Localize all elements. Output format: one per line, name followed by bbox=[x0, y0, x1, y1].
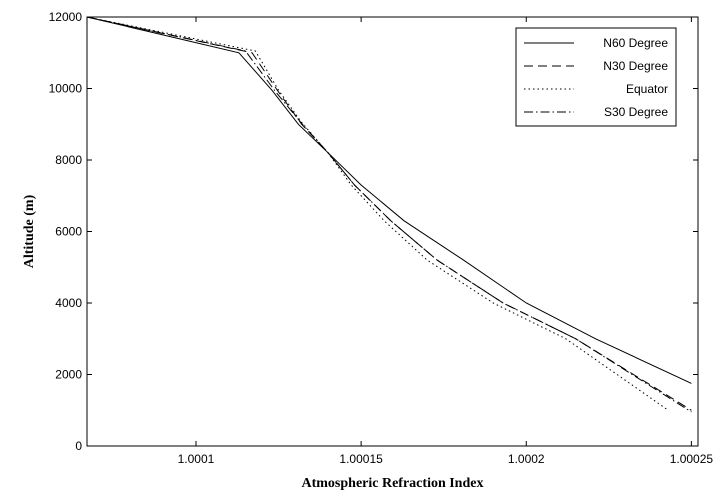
y-tick-label: 12000 bbox=[49, 10, 83, 24]
x-tick-label: 1.0001 bbox=[178, 452, 215, 466]
x-axis-label: Atmospheric Refraction Index bbox=[302, 476, 484, 491]
y-tick-label: 10000 bbox=[49, 82, 83, 96]
series-lines bbox=[86, 16, 692, 413]
series-line-0 bbox=[86, 16, 692, 384]
series-line-2 bbox=[86, 16, 669, 411]
y-axis-label: Altitude (m) bbox=[22, 194, 37, 268]
x-tick-label: 1.00015 bbox=[339, 452, 383, 466]
x-tick-label: 1.0002 bbox=[508, 452, 545, 466]
x-tick-label: 1.00025 bbox=[670, 452, 714, 466]
legend-label-0: N60 Degree bbox=[603, 36, 668, 50]
legend-box bbox=[515, 27, 677, 127]
y-tick-label: 4000 bbox=[55, 296, 82, 310]
y-tick-label: 0 bbox=[75, 439, 82, 453]
y-tick-label: 8000 bbox=[55, 153, 82, 167]
legend-label-3: S30 Degree bbox=[604, 105, 668, 119]
series-line-3 bbox=[86, 16, 692, 413]
legend: N60 Degree N30 Degree Equator S30 Degree bbox=[515, 27, 677, 127]
y-tick-label: 2000 bbox=[55, 368, 82, 382]
ticks: 1.0001 1.00015 1.0002 1.00025 0 2000 4000 6000 8… bbox=[49, 10, 714, 466]
legend-label-2: Equator bbox=[626, 82, 668, 96]
legend-label-1: N30 Degree bbox=[603, 59, 668, 73]
y-tick-label: 6000 bbox=[55, 225, 82, 239]
